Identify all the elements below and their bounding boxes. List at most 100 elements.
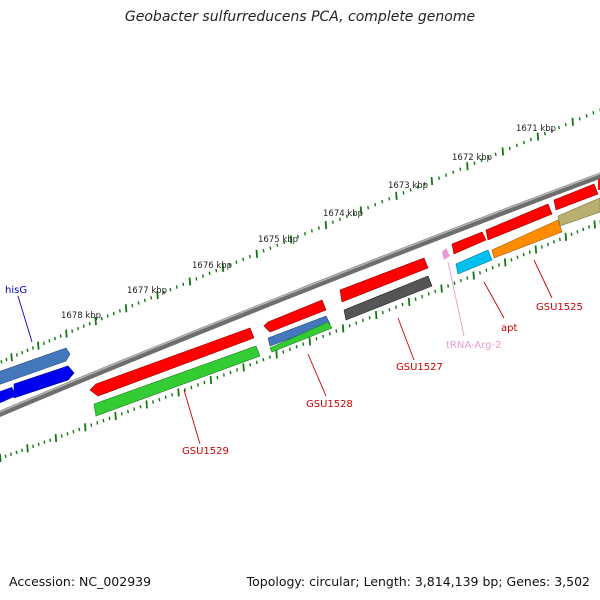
minor-tick (479, 271, 481, 275)
gene-label-gsu1529: GSU1529 (182, 446, 229, 457)
minor-tick (242, 257, 245, 262)
minor-tick (106, 314, 109, 318)
gene-label-trna-arg-2: tRNA-Arg-2 (446, 340, 501, 351)
gene-hisg-left[interactable] (0, 387, 16, 404)
minor-tick (317, 226, 320, 230)
minor-tick (100, 316, 103, 321)
scale-label-1674: 1674 kbp (323, 209, 363, 219)
minor-tick (388, 308, 391, 312)
minor-tick (21, 350, 24, 355)
gene-gsu1529[interactable] (93, 345, 261, 417)
minor-tick (60, 434, 63, 438)
gene-gsu1528[interactable] (269, 321, 333, 353)
minor-tick (328, 331, 331, 336)
gene-gsu1527[interactable] (343, 275, 433, 321)
gene-apt[interactable] (455, 249, 493, 275)
minor-tick (353, 211, 355, 216)
minor-tick (262, 249, 265, 253)
major-tick (145, 400, 148, 409)
minor-tick (438, 176, 440, 180)
gene-gsu1525-cds[interactable] (485, 203, 553, 241)
minor-tick (150, 296, 153, 300)
minor-tick (421, 294, 424, 299)
gene-apt-cds[interactable] (451, 231, 487, 255)
gene-label-gsu1525: GSU1525 (536, 302, 583, 313)
major-tick (359, 206, 363, 215)
minor-tick (564, 122, 567, 127)
inner-tick-ring (0, 220, 600, 463)
minor-tick (528, 250, 531, 254)
major-tick (407, 297, 411, 306)
minor-tick (216, 375, 219, 380)
minor-tick (322, 334, 325, 339)
gene-label-apt: apt (501, 323, 517, 334)
major-tick (534, 245, 538, 254)
gene-hisg-region[interactable] (0, 347, 71, 385)
minor-tick (48, 339, 51, 343)
minor-tick (108, 416, 111, 421)
minor-tick (427, 292, 430, 296)
minor-tick (295, 344, 298, 349)
minor-tick (368, 316, 371, 320)
minor-tick (401, 302, 404, 307)
gene-next-cds[interactable] (553, 183, 599, 211)
minor-tick (42, 341, 45, 346)
minor-tick (203, 380, 206, 385)
minor-tick (59, 334, 62, 338)
gene-next-khaki[interactable] (557, 197, 600, 227)
minor-tick (5, 357, 8, 362)
major-tick (124, 304, 128, 313)
minor-tick (543, 131, 546, 136)
minor-tick (118, 309, 121, 313)
minor-tick (152, 400, 154, 404)
minor-tick (164, 395, 167, 399)
minor-tick (494, 152, 497, 157)
minor-tick (414, 297, 417, 301)
minor-tick (355, 321, 358, 325)
gene-features-forward (0, 178, 600, 417)
minor-tick (26, 348, 29, 353)
minor-tick (133, 407, 136, 411)
minor-tick (515, 143, 518, 148)
minor-tick (37, 442, 40, 447)
gene-gsu1529-cds[interactable] (89, 327, 255, 397)
minor-tick (447, 284, 450, 288)
minor-tick (578, 117, 581, 121)
gene-gsu1528-blue[interactable] (267, 315, 331, 347)
major-tick (177, 388, 180, 397)
minor-tick (508, 146, 511, 151)
minor-tick (90, 423, 93, 427)
genome-backbone (0, 172, 600, 418)
scale-label-1675: 1675 kbp (258, 235, 298, 245)
minor-tick (522, 140, 525, 145)
major-tick (221, 263, 225, 272)
minor-tick (262, 357, 265, 362)
major-tick (84, 423, 87, 432)
gene-trna-arg-2[interactable] (442, 248, 450, 260)
major-tick (504, 258, 507, 267)
scale-label-1677: 1677 kbp (127, 286, 167, 296)
scale-label-1671: 1671 kbp (516, 124, 556, 134)
gene-gsu1525[interactable] (491, 219, 563, 259)
minor-tick (304, 232, 306, 236)
minor-tick (10, 452, 12, 456)
minor-tick (570, 232, 573, 237)
minor-tick (54, 336, 56, 341)
map-title: Geobacter sulfurreducens PCA, complete g… (124, 9, 476, 25)
gene-gsu1527-cds[interactable] (339, 257, 429, 303)
minor-tick (459, 278, 462, 283)
gene-gsu1528-cds[interactable] (263, 299, 327, 333)
minor-tick (547, 242, 549, 247)
major-tick (341, 324, 345, 333)
minor-tick (32, 444, 35, 449)
major-tick (275, 350, 278, 359)
minor-tick (184, 388, 186, 392)
minor-tick (276, 243, 279, 247)
major-tick (289, 235, 293, 244)
minor-tick (497, 263, 500, 267)
minor-tick (112, 311, 115, 316)
minor-tick (510, 258, 513, 262)
minor-tick (248, 254, 251, 259)
minor-tick (4, 454, 7, 458)
